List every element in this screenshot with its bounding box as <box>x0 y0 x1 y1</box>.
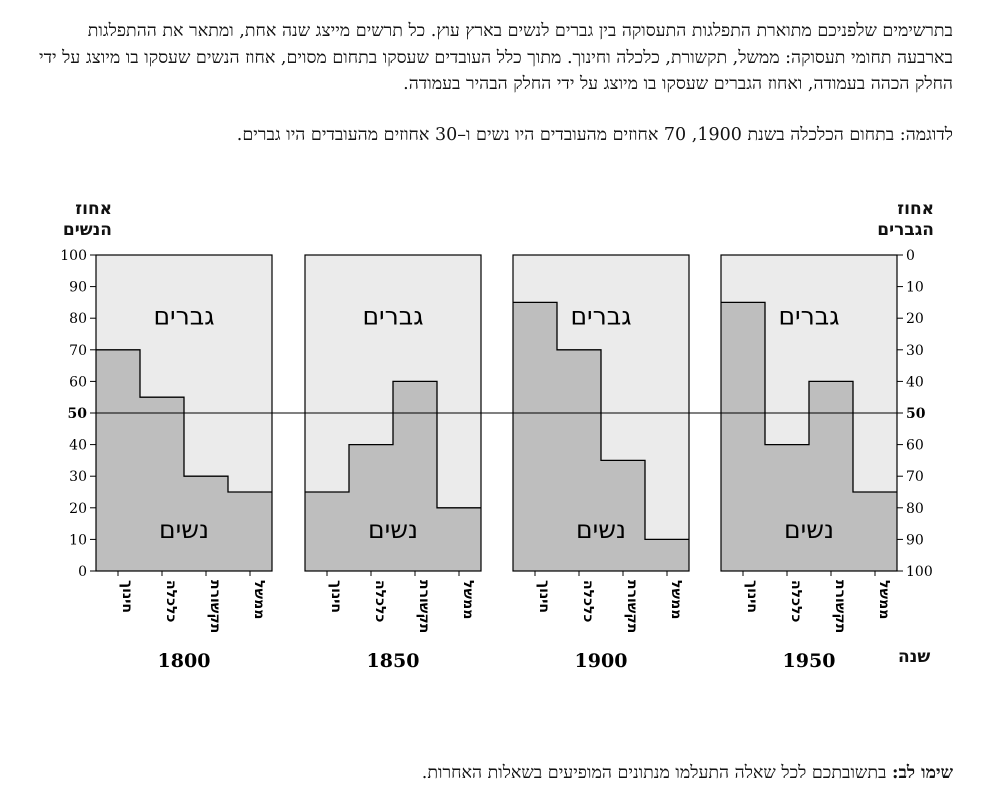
women-bar-1900-3 <box>601 460 645 571</box>
right-tick-label-30: 30 <box>906 343 924 359</box>
step-outline-1800 <box>96 349 272 493</box>
women-label-1850: נשים <box>368 515 418 544</box>
right-tick-label-20: 20 <box>906 311 924 327</box>
women-bar-1800-1 <box>96 349 140 571</box>
men-label-1800: גברים <box>153 302 214 331</box>
category-label-1800-2: כלכלה <box>163 580 179 622</box>
category-label-1950-3: תקשורת <box>832 580 848 633</box>
men-label-1950: גברים <box>778 302 839 331</box>
category-label-1900-1: חינוך <box>536 580 552 613</box>
right-axis-title: אחוז הגברים <box>868 199 934 241</box>
category-label-1800-3: תקשורת <box>207 580 223 633</box>
right-tick-label-80: 80 <box>906 501 924 517</box>
women-bar-1950-2 <box>765 444 809 571</box>
women-bar-1900-2 <box>557 349 601 571</box>
right-axis-title-line2: הגברים <box>877 220 934 240</box>
category-label-1900-2: כלכלה <box>580 580 596 622</box>
left-axis-title-line1: אחוז <box>75 199 112 219</box>
right-tick-label-50: 50 <box>906 406 926 422</box>
left-tick-label-50: 50 <box>68 406 88 422</box>
category-label-1850-4: ממשל <box>460 580 476 619</box>
note-text: בתשובתכם לכל שאלה התעלמו מנתונים המופיעי… <box>421 763 892 783</box>
year-label-1850: 1850 <box>367 650 420 672</box>
intro-paragraph: בתרשימים שלפניכם מתוארת התפלגות התעסוקה … <box>39 21 953 94</box>
category-label-1850-3: תקשורת <box>416 580 432 633</box>
women-bar-1850-4 <box>437 507 481 571</box>
right-axis-title-line1: אחוז <box>897 199 934 219</box>
left-axis-title: אחוז הנשים <box>52 199 112 241</box>
men-label-1900: גברים <box>570 302 631 331</box>
left-tick-label-0: 0 <box>78 564 87 580</box>
left-tick-label-10: 10 <box>69 532 87 548</box>
left-tick-label-60: 60 <box>69 374 87 390</box>
women-bar-1850-1 <box>305 492 349 571</box>
left-tick-label-30: 30 <box>69 469 87 485</box>
women-bar-1950-4 <box>853 492 897 571</box>
left-axis-title-line2: הנשים <box>62 220 112 240</box>
women-bar-1800-2 <box>140 397 184 571</box>
left-tick-label-100: 100 <box>60 248 87 264</box>
right-tick-label-90: 90 <box>906 532 924 548</box>
category-label-1900-3: תקשורת <box>624 580 640 633</box>
right-tick-label-0: 0 <box>906 248 915 264</box>
women-label-1950: נשים <box>784 515 834 544</box>
women-bar-1850-2 <box>349 444 393 571</box>
note-bold: שימו לב: <box>891 763 953 783</box>
year-axis-label: שנה <box>898 647 931 667</box>
category-label-1950-1: חינוך <box>744 580 760 613</box>
year-label-1800: 1800 <box>158 650 211 672</box>
women-label-1900: נשים <box>576 515 626 544</box>
women-label-1800: נשים <box>159 515 209 544</box>
year-label-1950: 1950 <box>783 650 836 672</box>
category-label-1800-1: חינוך <box>119 580 135 613</box>
left-tick-label-70: 70 <box>69 343 87 359</box>
women-bar-1800-4 <box>228 492 272 571</box>
women-bar-1950-1 <box>721 302 765 571</box>
category-label-1850-2: כלכלה <box>372 580 388 622</box>
step-outline-1900 <box>513 301 689 541</box>
right-tick-label-100: 100 <box>906 564 933 580</box>
right-tick-label-10: 10 <box>906 280 924 296</box>
category-label-1900-4: ממשל <box>668 580 684 619</box>
category-label-1850-1: חינוך <box>328 580 344 613</box>
category-label-1950-2: כלכלה <box>788 580 804 622</box>
category-label-1950-4: ממשל <box>876 580 892 619</box>
left-tick-label-20: 20 <box>69 501 87 517</box>
left-tick-label-90: 90 <box>69 280 87 296</box>
right-tick-label-60: 60 <box>906 438 924 454</box>
women-bar-1900-1 <box>513 302 557 571</box>
men-label-1850: גברים <box>362 302 423 331</box>
year-label-1900: 1900 <box>575 650 628 672</box>
women-bar-1900-4 <box>645 539 689 571</box>
category-label-1800-4: ממשל <box>251 580 267 619</box>
left-tick-label-40: 40 <box>69 438 87 454</box>
right-tick-label-70: 70 <box>906 469 924 485</box>
women-bar-1800-3 <box>184 476 228 571</box>
note-line: שימו לב: בתשובתכם לכל שאלה התעלמו מנתוני… <box>38 762 953 783</box>
example-sentence: לדוגמה: בתחום הכלכלה בשנת 1900, 70 אחוזי… <box>236 125 953 145</box>
employment-chart: גברים נשים חינוך כלכלה תקשורת ממשל 1800 גברים נש… <box>60 248 933 672</box>
right-tick-label-40: 40 <box>906 374 924 390</box>
left-tick-label-80: 80 <box>69 311 87 327</box>
